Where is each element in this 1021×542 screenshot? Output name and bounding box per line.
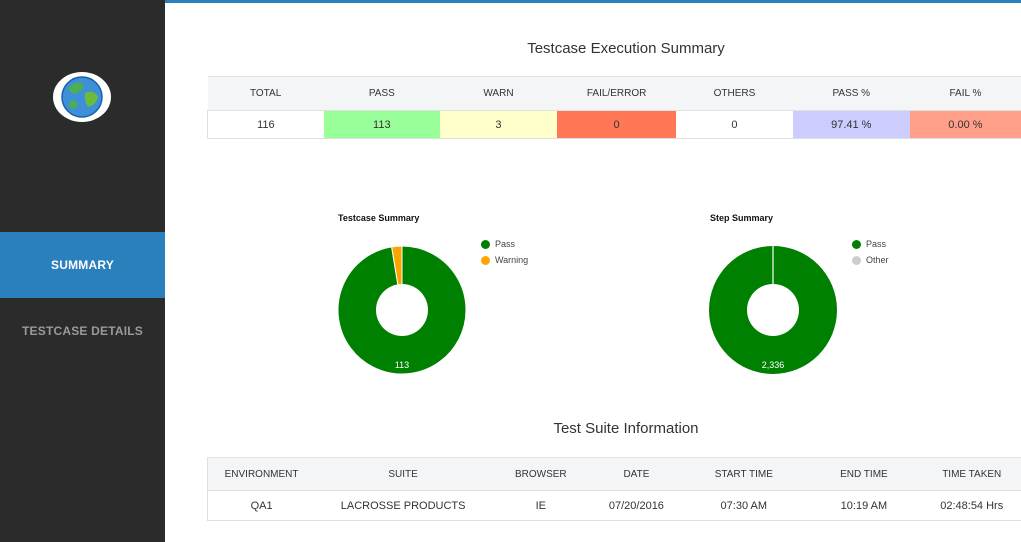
- exec-header-total: TOTAL: [207, 76, 324, 111]
- step-summary-legend-label: Pass: [866, 239, 887, 249]
- exec-header-pass: PASS: [323, 76, 440, 111]
- testcase-summary-legend-item[interactable]: Warning: [481, 252, 528, 268]
- suite-header-end-time: END TIME: [805, 457, 923, 491]
- step-summary-data-label: 2,336: [762, 360, 785, 370]
- testcase-summary-pie: 113: [337, 245, 467, 375]
- testcase-summary-data-label: 113: [395, 360, 409, 370]
- suite-header-environment: ENVIRONMENT: [207, 457, 316, 491]
- suite-value-environment: QA1: [207, 490, 316, 521]
- step-summary-legend-label: Other: [866, 255, 889, 265]
- suite-header-browser: BROWSER: [491, 457, 591, 491]
- execution-summary-table: TOTAL PASS WARN FAIL/ERROR OTHERS PASS % FAIL …: [206, 76, 1021, 139]
- step-summary-legend-marker: [852, 255, 861, 265]
- step-summary-chart-title: Step Summary: [710, 213, 774, 223]
- exec-value-pass: 113: [323, 110, 440, 139]
- step-summary-legend: Pass Other: [852, 236, 889, 268]
- suite-value-end-time: 10:19 AM: [805, 490, 923, 521]
- exec-value-pass: 97.41 %: [792, 110, 910, 139]
- top-accent-bar: [165, 0, 1021, 3]
- globe-logo-icon: [53, 72, 111, 122]
- suite-value-date: 07/20/2016: [590, 490, 683, 521]
- nav-testcase-details[interactable]: TESTCASE DETAILS: [22, 324, 143, 338]
- suite-value-start-time: 07:30 AM: [682, 490, 806, 521]
- exec-header-fail: FAIL %: [909, 76, 1021, 111]
- exec-value-fail: 0.00 %: [909, 110, 1021, 139]
- exec-value-warn: 3: [439, 110, 558, 139]
- suite-header-start-time: START TIME: [682, 457, 806, 491]
- testcase-summary-donut-hole: [376, 284, 428, 336]
- exec-value-others: 0: [676, 110, 793, 139]
- step-summary-legend-marker: [852, 239, 861, 249]
- exec-value-fail-error: 0: [557, 110, 677, 139]
- testcase-summary-legend-label: Warning: [495, 255, 529, 265]
- testcase-summary-legend-marker: [481, 239, 490, 249]
- exec-header-warn: WARN: [439, 76, 558, 111]
- testcase-summary-legend-item[interactable]: Pass: [481, 236, 528, 252]
- exec-value-total: 116: [206, 110, 324, 139]
- suite-value-suite: LACROSSE PRODUCTS: [315, 490, 492, 521]
- step-summary-pie: 2,336: [709, 246, 837, 374]
- exec-header-pass: PASS %: [792, 76, 910, 111]
- suite-header-time-taken: TIME TAKEN: [922, 457, 1021, 491]
- step-summary-donut-hole: [747, 284, 799, 336]
- testcase-summary-legend-label: Pass: [495, 239, 516, 249]
- exec-header-others: OTHERS: [676, 76, 793, 111]
- step-summary-legend-item[interactable]: Other: [852, 252, 889, 268]
- suite-info-title: Test Suite Information: [553, 420, 699, 437]
- step-summary-legend-item[interactable]: Pass: [852, 236, 889, 252]
- suite-value-time-taken: 02:48:54 Hrs: [922, 490, 1021, 521]
- suite-header-suite: SUITE: [315, 457, 492, 491]
- testcase-summary-legend-marker: [481, 255, 490, 265]
- testcase-summary-chart-title: Testcase Summary: [338, 213, 420, 223]
- suite-info-table: ENVIRONMENT SUITE BROWSER DATE START TIME END…: [207, 457, 1021, 521]
- nav-summary[interactable]: SUMMARY: [0, 232, 165, 298]
- exec-header-fail-error: FAIL/ERROR: [557, 76, 677, 111]
- testcase-summary-legend: Pass Warning: [481, 236, 528, 268]
- suite-header-date: DATE: [590, 457, 683, 491]
- execution-summary-title: Testcase Execution Summary: [527, 40, 725, 57]
- sidebar: SUMMARY TESTCASE DETAILS: [0, 0, 165, 542]
- suite-value-browser: IE: [491, 490, 591, 521]
